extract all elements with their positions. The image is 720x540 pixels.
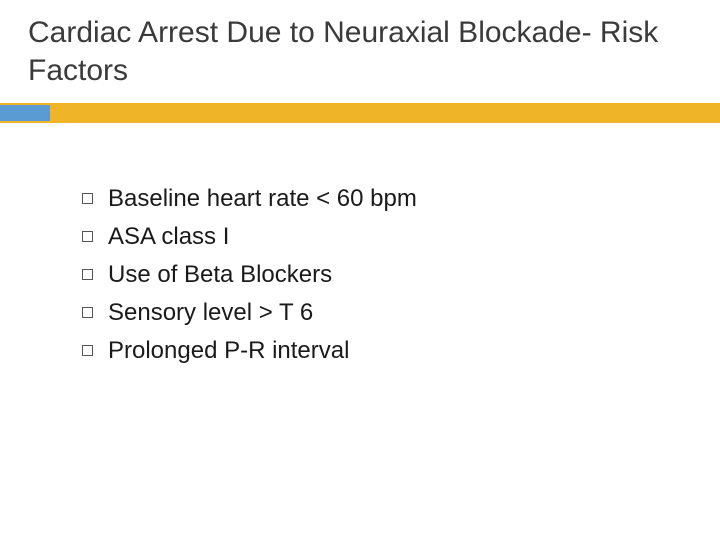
slide-title: Cardiac Arrest Due to Neuraxial Blockade… [28,14,692,89]
bullet-list: Baseline heart rate < 60 bpm ASA class I… [82,181,680,369]
accent-bar-blue [0,105,50,121]
bullet-text: ASA class I [108,223,229,250]
square-bullet-icon [82,193,93,204]
content-area: Baseline heart rate < 60 bpm ASA class I… [0,123,720,369]
square-bullet-icon [82,307,93,318]
accent-bar [0,103,720,123]
list-item: Baseline heart rate < 60 bpm [82,181,680,217]
list-item: Use of Beta Blockers [82,257,680,293]
list-item: Sensory level > T 6 [82,295,680,331]
bullet-text: Baseline heart rate < 60 bpm [108,185,417,212]
square-bullet-icon [82,345,93,356]
bullet-text: Use of Beta Blockers [108,261,332,288]
list-item: ASA class I [82,219,680,255]
list-item: Prolonged P-R interval [82,333,680,369]
accent-bar-orange [0,103,720,123]
bullet-text: Sensory level > T 6 [108,299,313,326]
bullet-text: Prolonged P-R interval [108,337,349,364]
title-area: Cardiac Arrest Due to Neuraxial Blockade… [0,0,720,97]
square-bullet-icon [82,231,93,242]
square-bullet-icon [82,269,93,280]
